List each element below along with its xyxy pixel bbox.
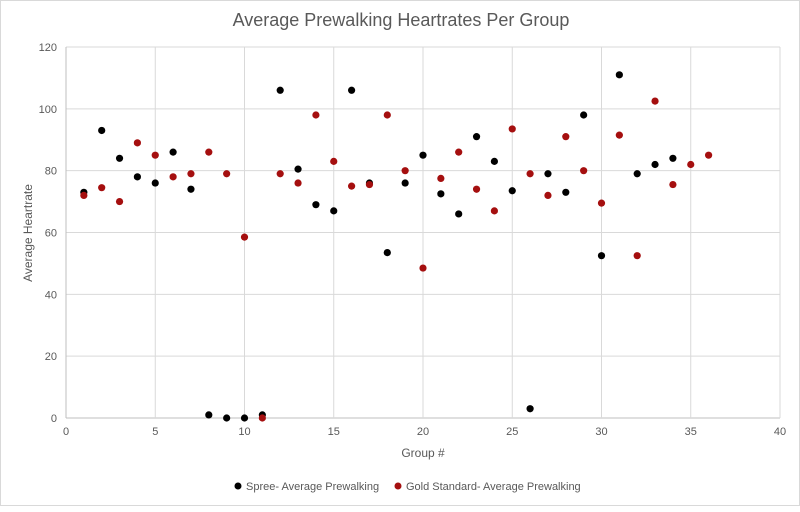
gold-standard-point	[98, 184, 106, 192]
spree-point	[169, 148, 177, 156]
spree-point	[187, 185, 195, 193]
gold-standard-point	[133, 139, 141, 147]
spree-point	[633, 170, 641, 178]
y-tick-label: 0	[51, 413, 57, 425]
gold-standard-point	[187, 170, 195, 178]
y-tick-label: 80	[45, 166, 57, 178]
gold-standard-point	[169, 173, 177, 181]
y-tick-label: 60	[45, 228, 57, 240]
gold-standard-point	[223, 170, 231, 178]
spree-point	[615, 71, 623, 79]
spree-point	[472, 133, 481, 141]
spree-point	[312, 201, 320, 209]
spree-point	[151, 179, 159, 187]
spree-point	[401, 179, 409, 187]
y-tick-label: 20	[45, 351, 57, 363]
gold-standard-point	[705, 151, 713, 159]
spree-point	[133, 173, 141, 181]
gold-standard-point	[437, 174, 445, 182]
gold-standard-point	[490, 207, 498, 215]
spree-point	[490, 157, 498, 165]
gold-standard-point	[205, 148, 213, 156]
gold-standard-point	[401, 167, 409, 175]
gold-standard-point	[348, 182, 356, 190]
legend-marker-spree	[234, 482, 242, 490]
spree-point	[669, 154, 677, 162]
x-tick-label: 15	[328, 426, 340, 438]
x-tick-label: 25	[506, 426, 518, 438]
spree-point	[544, 170, 552, 178]
spree-point	[383, 248, 391, 257]
spree-point	[419, 151, 427, 159]
spree-point	[98, 126, 106, 135]
x-tick-label: 20	[417, 426, 429, 438]
x-tick-label: 30	[595, 426, 607, 438]
spree-point	[526, 405, 534, 413]
spree-point	[276, 86, 284, 94]
spree-point	[562, 188, 570, 196]
spree-point	[223, 414, 231, 422]
gold-standard-point	[240, 233, 249, 241]
gold-standard-point	[330, 157, 338, 165]
spree-point	[597, 252, 606, 260]
gold-standard-point	[472, 185, 481, 193]
gold-standard-point	[526, 170, 534, 178]
gold-standard-point	[294, 179, 302, 187]
chart-title: Average Prewalking Heartrates Per Group	[233, 10, 570, 30]
x-tick-label: 5	[152, 426, 158, 438]
y-tick-label: 40	[45, 289, 57, 301]
spree-point	[330, 207, 338, 215]
spree-point	[580, 111, 588, 119]
gold-standard-point	[455, 148, 463, 156]
gold-standard-point	[276, 170, 284, 178]
gold-standard-point	[115, 197, 124, 206]
gold-standard-point	[312, 111, 320, 119]
y-tick-label: 120	[39, 42, 57, 54]
y-axis-label: Average Heartrate	[21, 184, 35, 282]
spree-point	[437, 190, 445, 198]
gold-standard-point	[633, 252, 641, 260]
gold-standard-point	[544, 191, 552, 199]
gold-standard-point	[669, 180, 677, 189]
x-axis-label: Group #	[401, 446, 445, 460]
gold-standard-point	[615, 131, 623, 139]
gold-standard-point	[258, 414, 266, 422]
x-tick-label: 10	[238, 426, 250, 438]
gold-standard-point	[365, 180, 374, 189]
gold-standard-point	[580, 167, 588, 175]
spree-point	[205, 411, 213, 419]
y-tick-label: 100	[39, 104, 57, 116]
gold-standard-point	[80, 191, 88, 199]
gold-standard-point	[419, 264, 427, 272]
spree-point	[348, 86, 356, 94]
gold-standard-point	[508, 125, 516, 133]
spree-point	[508, 187, 516, 195]
gold-standard-point	[562, 133, 570, 141]
spree-point	[115, 154, 124, 162]
gold-standard-point	[651, 97, 659, 105]
spree-point	[294, 165, 302, 173]
spree-point	[651, 160, 659, 169]
gold-standard-point	[597, 199, 606, 207]
legend: Spree- Average Prewalking Gold Standard-…	[234, 481, 581, 493]
x-tick-label: 40	[774, 426, 786, 438]
gold-standard-point	[151, 151, 159, 159]
legend-label-gold-standard: Gold Standard- Average Prewalking	[406, 481, 581, 493]
x-tick-label: 0	[63, 426, 69, 438]
legend-label-spree: Spree- Average Prewalking	[246, 481, 379, 493]
gold-standard-point	[687, 160, 695, 169]
x-tick-label: 35	[685, 426, 697, 438]
spree-point	[455, 210, 463, 218]
legend-marker-gold-standard	[394, 482, 402, 490]
gold-standard-point	[383, 111, 391, 119]
spree-point	[240, 414, 249, 422]
